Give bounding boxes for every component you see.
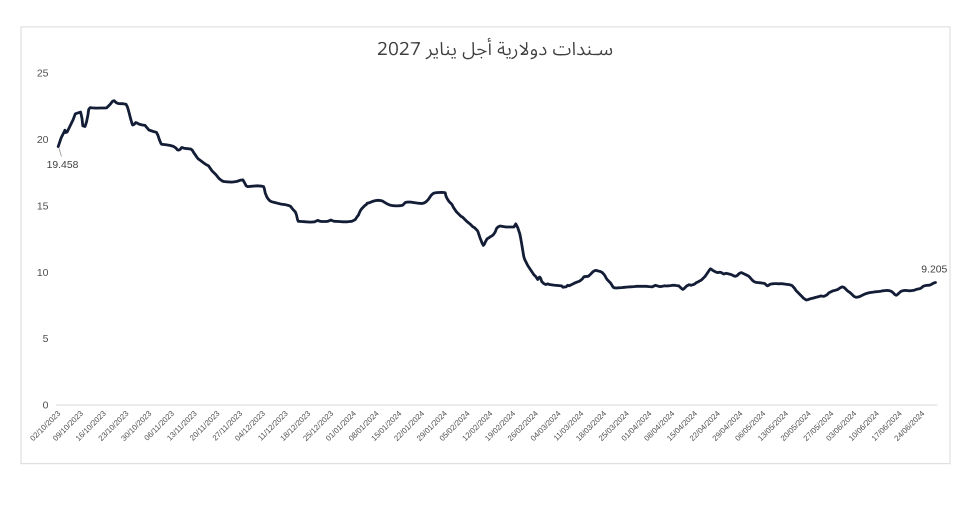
svg-text:19.458: 19.458 — [47, 160, 79, 171]
svg-text:15: 15 — [37, 200, 49, 212]
svg-text:9.205: 9.205 — [921, 265, 947, 276]
svg-text:20: 20 — [37, 134, 49, 146]
svg-text:0: 0 — [43, 400, 49, 412]
svg-text:10: 10 — [37, 267, 49, 279]
svg-text:5: 5 — [43, 333, 49, 345]
svg-text:25: 25 — [37, 68, 49, 80]
